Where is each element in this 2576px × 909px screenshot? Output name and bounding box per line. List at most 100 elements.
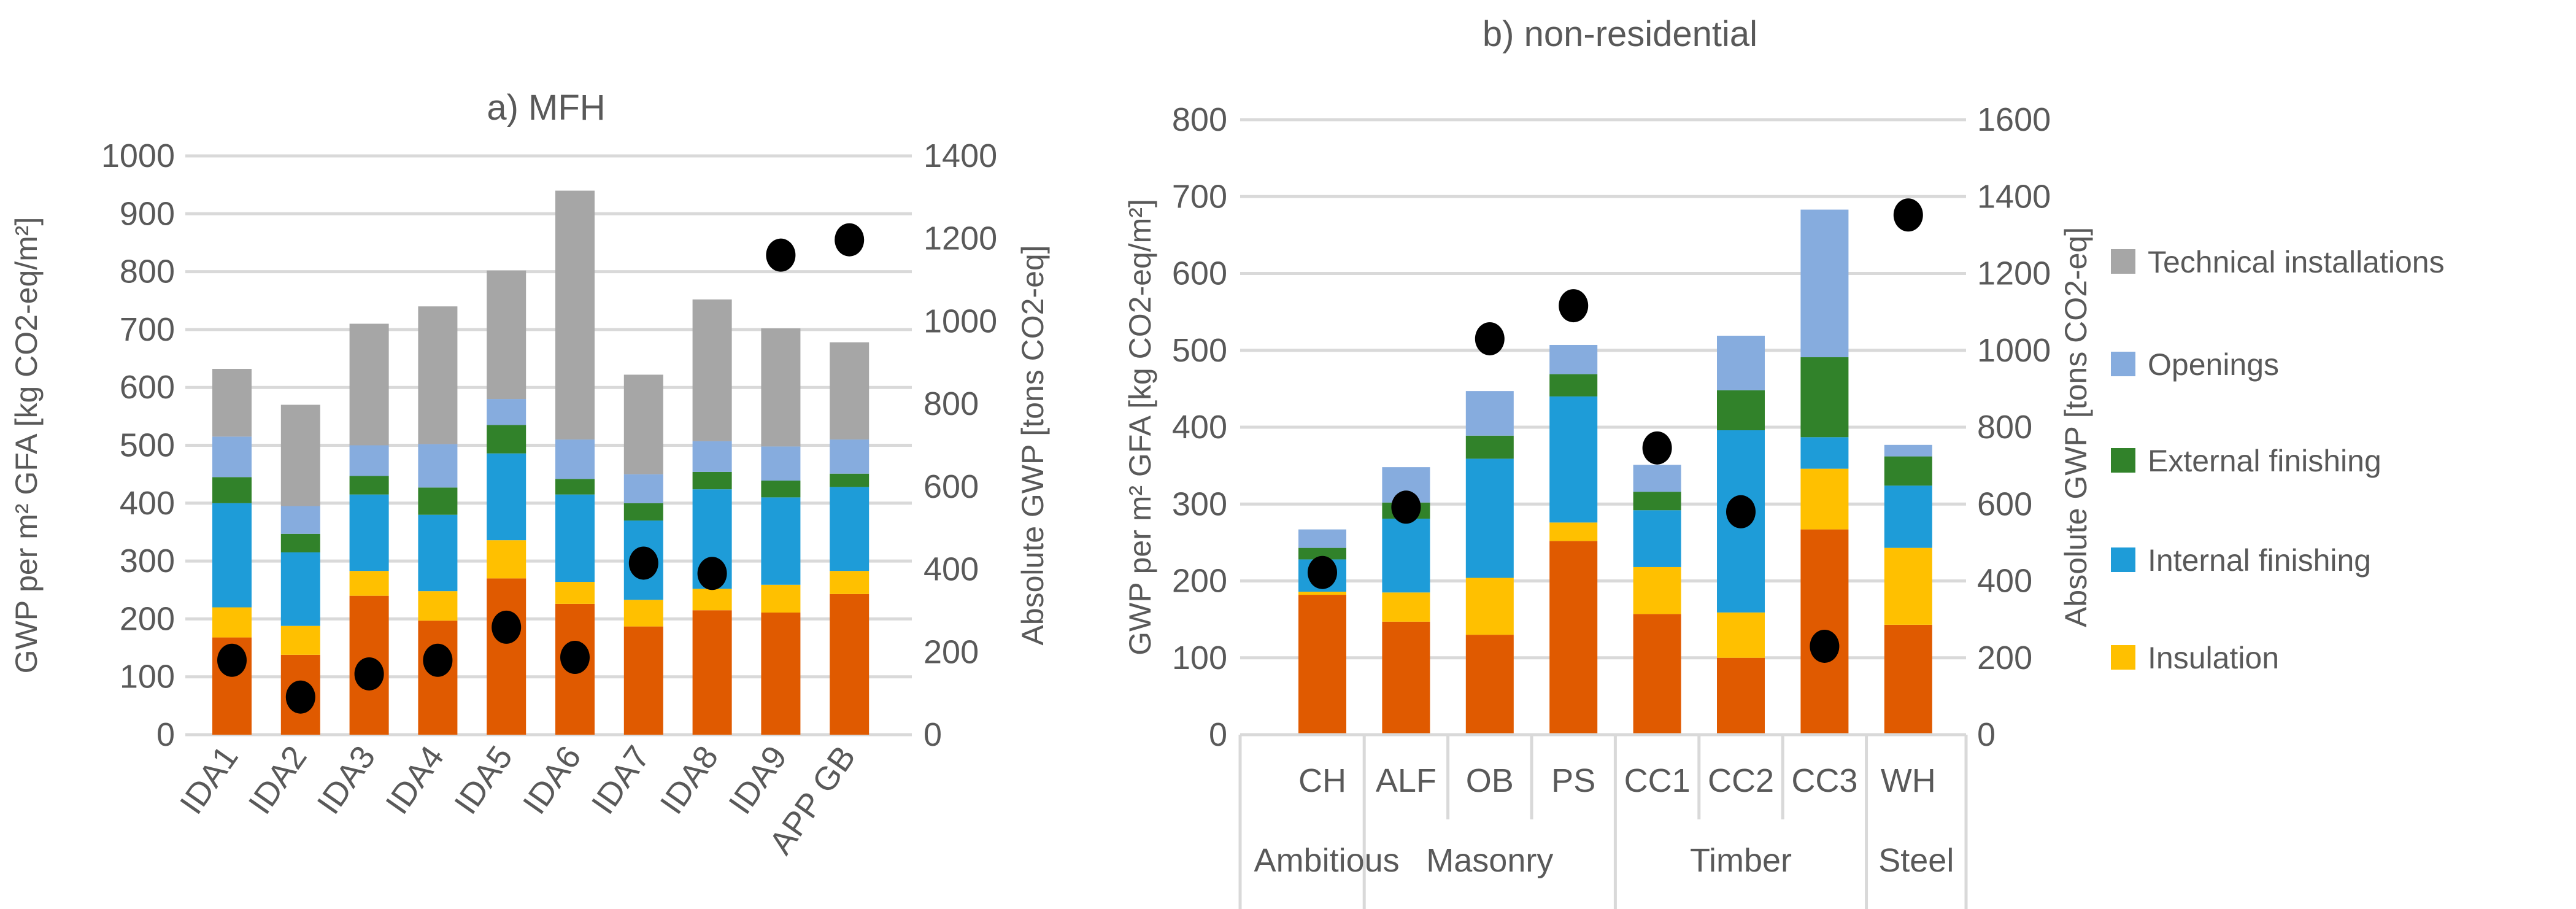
bar-segment-insulation (212, 607, 252, 638)
absolute-gwp-dot (1810, 629, 1840, 663)
bar-segment-internal-finishing (418, 514, 458, 592)
absolute-gwp-dot (1391, 490, 1421, 524)
x-tick-label: PS (1551, 762, 1595, 799)
y2-tick-label: 600 (924, 468, 979, 505)
y2-tick-label: 200 (924, 633, 979, 670)
bar-segment-technical-installations (349, 323, 389, 446)
bar-segment-structure (418, 621, 458, 735)
bar-segment-external-finishing (1884, 456, 1932, 486)
y-tick-label: 400 (1172, 409, 1227, 446)
bar-segment-internal-finishing (761, 497, 801, 585)
bar-segment-insulation (1465, 578, 1514, 635)
absolute-gwp-dot (1308, 555, 1337, 589)
bar-segment-external-finishing (692, 471, 732, 490)
bar-segment-structure (1382, 621, 1430, 735)
bar-segment-internal-finishing (280, 552, 320, 626)
absolute-gwp-dot (217, 643, 247, 677)
bar-segment-structure (1717, 657, 1765, 735)
absolute-gwp-dot (628, 546, 658, 580)
bar-segment-internal-finishing (1884, 485, 1932, 548)
bar-segment-internal-finishing (1465, 458, 1514, 578)
bar-segment-structure (1298, 595, 1346, 735)
bar-segment-insulation (280, 625, 320, 655)
absolute-gwp-dot (1559, 289, 1589, 323)
bar-segment-openings (418, 444, 458, 488)
bar-segment-external-finishing (555, 479, 595, 495)
y-axis-title: GWP per m² GFA [kg CO2-eq/m²] (1123, 199, 1157, 656)
bar-segment-insulation (1884, 547, 1932, 625)
bar-segment-openings (830, 439, 870, 474)
bar-segment-external-finishing (1633, 492, 1681, 511)
y2-tick-label: 800 (924, 385, 979, 422)
bar-segment-internal-finishing (555, 494, 595, 582)
y-tick-label: 0 (156, 716, 175, 753)
bar-segment-insulation (1800, 468, 1849, 530)
y-tick-label: 900 (120, 195, 175, 232)
bar-segment-insulation (418, 591, 458, 621)
legend-label: External finishing (2148, 444, 2381, 478)
bar-segment-insulation (1633, 567, 1681, 614)
bar-segment-openings (1717, 335, 1765, 390)
bar-segment-openings (487, 399, 526, 425)
bar-segment-technical-installations (487, 270, 526, 400)
bar-segment-external-finishing (212, 477, 252, 503)
absolute-gwp-dot (1642, 431, 1672, 465)
absolute-gwp-dot (492, 610, 522, 644)
y2-tick-label: 1400 (924, 137, 997, 174)
absolute-gwp-dot (697, 557, 727, 590)
y-tick-label: 300 (1172, 485, 1227, 522)
y2-tick-label: 0 (1977, 716, 1996, 753)
absolute-gwp-dot (1893, 198, 1923, 232)
bar-segment-structure (1549, 541, 1598, 735)
y-tick-label: 800 (120, 253, 175, 290)
x-tick-label: IDA1 (173, 739, 245, 821)
bar-segment-technical-installations (555, 190, 595, 440)
y2-tick-label: 0 (924, 716, 942, 753)
chart-title: a) MFH (487, 88, 605, 128)
bar-segment-insulation (1717, 612, 1765, 658)
x-tick-label: ALF (1376, 762, 1436, 799)
y2-tick-label: 1000 (924, 303, 997, 339)
bar-segment-technical-installations (280, 404, 320, 506)
bar-segment-external-finishing (418, 487, 458, 515)
y2-tick-label: 1400 (1977, 178, 2051, 215)
bar-segment-insulation (555, 582, 595, 604)
group-label: Ambitious (1254, 842, 1400, 879)
y-tick-label: 700 (120, 311, 175, 348)
y2-tick-label: 400 (924, 551, 979, 588)
bar-segment-openings (1549, 344, 1598, 374)
y2-tick-label: 1000 (1977, 332, 2051, 369)
bar-segment-technical-installations (692, 299, 732, 441)
bar-segment-openings (1465, 391, 1514, 436)
bar-segment-structure (623, 626, 663, 735)
legend-swatch (2111, 352, 2135, 376)
y2-tick-label: 800 (1977, 409, 2032, 446)
bar-segment-internal-finishing (349, 494, 389, 571)
y-tick-label: 600 (120, 369, 175, 406)
bar-segment-structure (1884, 624, 1932, 735)
bar-segment-internal-finishing (1633, 510, 1681, 567)
x-tick-label: CC1 (1624, 762, 1691, 799)
bar-segment-internal-finishing (1800, 437, 1849, 469)
bar-segment-openings (1298, 529, 1346, 548)
bar-segment-openings (623, 474, 663, 503)
bar-segment-openings (1884, 444, 1932, 457)
bar-segment-technical-installations (623, 374, 663, 474)
legend-label: Technical installations (2148, 245, 2445, 279)
y-tick-label: 800 (1172, 101, 1227, 138)
bar-segment-technical-installations (761, 328, 801, 447)
x-tick-label: IDA8 (653, 739, 725, 821)
y2-tick-label: 200 (1977, 640, 2032, 676)
bar-segment-internal-finishing (212, 503, 252, 608)
x-tick-label: IDA3 (310, 739, 382, 821)
bar-segment-external-finishing (1465, 435, 1514, 459)
group-label: Masonry (1426, 842, 1553, 879)
y2-tick-label: 1200 (1977, 255, 2051, 292)
y-tick-label: 500 (1172, 332, 1227, 369)
bar-segment-internal-finishing (487, 453, 526, 541)
bar-segment-openings (1800, 209, 1849, 358)
legend-label: Openings (2148, 347, 2279, 382)
x-tick-label: IDA9 (722, 739, 794, 821)
y2-axis-title: Absolute GWP [tons CO2-eq] (2059, 227, 2093, 627)
y-axis-title: GWP per m² GFA [kg CO2-eq/m²] (9, 217, 44, 674)
